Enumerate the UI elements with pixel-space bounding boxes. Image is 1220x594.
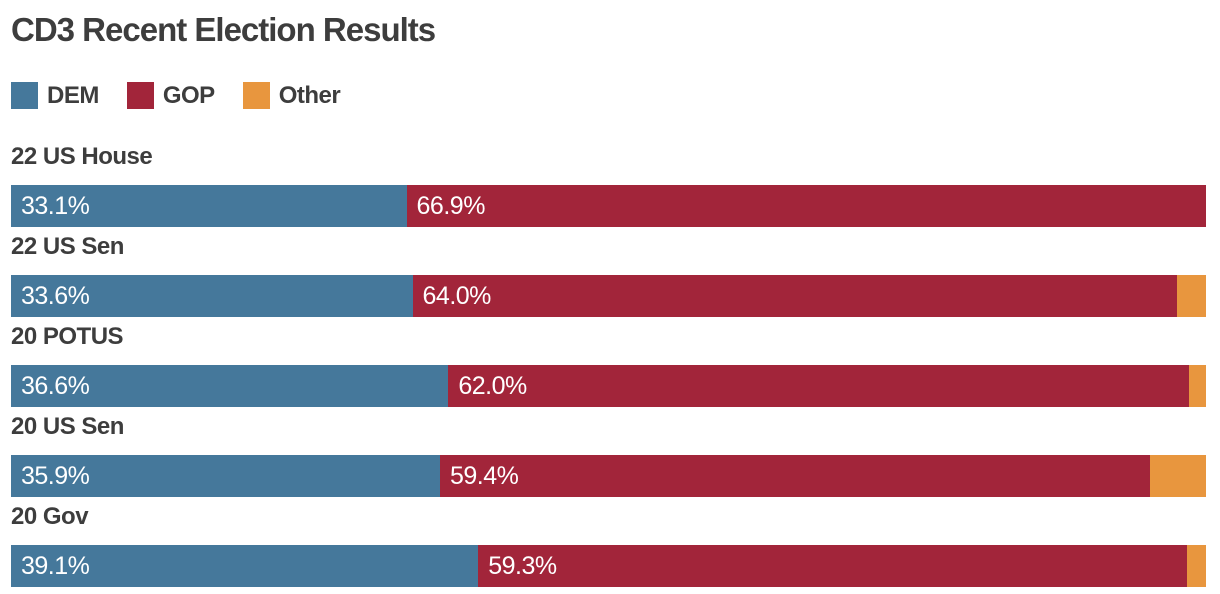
row-label: 20 US Sen: [11, 413, 124, 440]
bar-row: 20 Gov 39.1% 59.3%: [11, 505, 1206, 587]
legend-swatch-other-icon: [242, 82, 270, 109]
page-title: CD3 Recent Election Results: [11, 11, 436, 48]
legend-label-gop: GOP: [162, 82, 215, 109]
gop-segment: 64.0%: [412, 275, 1178, 317]
row-label: 22 US House: [11, 143, 153, 170]
row-label: 20 POTUS: [11, 323, 124, 350]
election-results-panel: CD3 Recent Election Results DEM GOP Othe…: [0, 10, 1220, 594]
legend-item-other: Other: [242, 82, 341, 109]
bar-track: 39.1% 59.3%: [11, 545, 1206, 587]
gop-value-label: 64.0%: [422, 282, 492, 310]
other-segment: [1186, 545, 1206, 587]
legend-label-other: Other: [278, 82, 341, 109]
bar-row: 22 US Sen 33.6% 64.0%: [11, 235, 1206, 317]
dem-segment: 33.6%: [11, 275, 413, 317]
bar-row: 20 US Sen 35.9% 59.4%: [11, 415, 1206, 497]
row-label: 22 US Sen: [11, 233, 124, 260]
gop-segment: 59.3%: [478, 545, 1187, 587]
bar-track: 36.6% 62.0%: [11, 365, 1206, 407]
other-segment: [1177, 275, 1206, 317]
dem-value-label: 39.1%: [21, 552, 90, 580]
dem-segment: 39.1%: [11, 545, 479, 587]
dem-segment: 36.6%: [11, 365, 449, 407]
gop-segment: 66.9%: [406, 185, 1206, 227]
legend-item-gop: GOP: [126, 82, 215, 109]
legend-swatch-gop-icon: [126, 82, 154, 109]
bar-track: 33.1% 66.9%: [11, 185, 1206, 227]
gop-segment: 59.4%: [440, 455, 1150, 497]
legend-swatch-dem-icon: [11, 82, 38, 109]
dem-value-label: 33.6%: [21, 282, 90, 310]
dem-value-label: 33.1%: [21, 192, 90, 220]
dem-segment: 35.9%: [11, 455, 440, 497]
bar-rows: 22 US House 33.1% 66.9% 22 US Sen 33.6% …: [11, 145, 1206, 587]
bar-track: 33.6% 64.0%: [11, 275, 1206, 317]
bar-row: 22 US House 33.1% 66.9%: [11, 145, 1206, 227]
legend: DEM GOP Other: [11, 82, 1206, 109]
gop-value-label: 59.3%: [488, 552, 557, 580]
bar-row: 20 POTUS 36.6% 62.0%: [11, 325, 1206, 407]
legend-item-dem: DEM: [11, 82, 99, 109]
legend-label-dem: DEM: [47, 82, 99, 109]
row-label: 20 Gov: [11, 503, 89, 530]
gop-value-label: 59.4%: [450, 462, 519, 490]
dem-value-label: 35.9%: [21, 462, 90, 490]
dem-segment: 33.1%: [11, 185, 407, 227]
dem-value-label: 36.6%: [21, 372, 90, 400]
bar-track: 35.9% 59.4%: [11, 455, 1206, 497]
gop-value-label: 66.9%: [416, 192, 486, 220]
gop-segment: 62.0%: [448, 365, 1190, 407]
other-segment: [1149, 455, 1206, 497]
gop-value-label: 62.0%: [458, 372, 527, 400]
other-segment: [1189, 365, 1206, 407]
